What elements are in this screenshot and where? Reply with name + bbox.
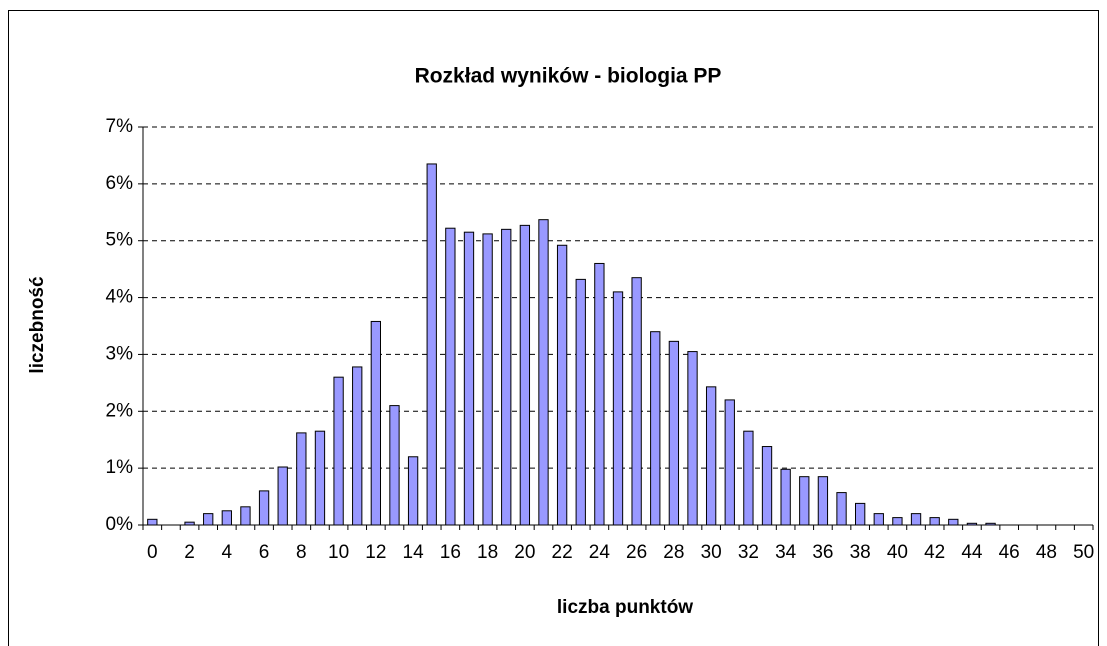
y-tick-label: 2% <box>106 400 134 421</box>
x-tick-label: 20 <box>514 542 535 563</box>
x-axis-label: liczba punktów <box>557 597 693 618</box>
bar <box>370 320 382 526</box>
bar <box>519 224 531 526</box>
bar <box>966 522 978 526</box>
bar <box>556 244 568 526</box>
bar <box>799 476 810 526</box>
bar <box>501 228 512 526</box>
bar <box>221 510 232 526</box>
x-tick-label: 44 <box>961 542 983 563</box>
bar <box>817 476 829 526</box>
bar <box>389 405 400 526</box>
bar <box>333 376 344 526</box>
x-tick-label: 30 <box>701 542 722 563</box>
x-tick-label: 0 <box>147 542 158 563</box>
bar <box>743 430 754 526</box>
bar <box>314 430 326 526</box>
x-tick-label: 14 <box>403 542 425 563</box>
bar <box>426 163 437 526</box>
bar <box>780 468 791 526</box>
bar <box>650 331 661 526</box>
bar <box>855 502 866 526</box>
x-tick-label: 12 <box>365 542 386 563</box>
chart-frame <box>8 10 1099 646</box>
x-tick-label: 50 <box>1073 542 1094 563</box>
y-tick-label: 7% <box>106 116 134 137</box>
bar <box>147 518 158 526</box>
bar <box>687 351 698 526</box>
bar <box>575 278 586 526</box>
bar <box>352 366 363 526</box>
x-tick-label: 22 <box>552 542 573 563</box>
x-tick-label: 18 <box>477 542 498 563</box>
bar <box>668 340 680 526</box>
x-tick-label: 2 <box>184 542 195 563</box>
y-tick-label: 4% <box>106 287 134 308</box>
y-tick-label: 6% <box>106 173 134 194</box>
bar <box>184 521 195 526</box>
bar <box>445 227 456 526</box>
y-tick-label: 0% <box>106 514 134 535</box>
x-tick-label: 40 <box>887 542 908 563</box>
bar <box>258 490 270 526</box>
bar <box>873 513 884 526</box>
bar <box>240 506 251 526</box>
bar <box>836 492 847 526</box>
bar <box>705 386 717 526</box>
x-tick-label: 10 <box>328 542 349 563</box>
y-tick-label: 1% <box>106 457 134 478</box>
bar <box>277 466 288 526</box>
bar <box>407 456 419 526</box>
x-tick-label: 8 <box>296 542 307 563</box>
bar <box>482 233 493 526</box>
x-tick-label: 34 <box>775 542 797 563</box>
x-tick-label: 32 <box>738 542 759 563</box>
chart-title: Rozkład wyników - biologia PP <box>415 65 722 88</box>
x-tick-label: 4 <box>222 542 233 563</box>
x-tick-label: 24 <box>589 542 611 563</box>
bar <box>296 432 307 526</box>
bar <box>538 219 549 526</box>
bar <box>948 518 959 526</box>
y-tick-label: 3% <box>106 343 134 364</box>
bar <box>203 513 214 526</box>
bar <box>463 231 475 526</box>
bar <box>929 517 940 526</box>
bar <box>910 513 922 526</box>
x-tick-label: 26 <box>626 542 647 563</box>
bar <box>892 517 903 526</box>
bar <box>985 522 996 526</box>
x-tick-label: 28 <box>663 542 684 563</box>
x-tick-label: 16 <box>440 542 461 563</box>
x-tick-label: 48 <box>1036 542 1057 563</box>
x-tick-label: 46 <box>999 542 1020 563</box>
bar <box>594 262 605 526</box>
bar <box>724 399 735 526</box>
bar <box>631 277 642 526</box>
bar <box>761 446 773 526</box>
x-tick-label: 38 <box>850 542 871 563</box>
y-tick-label: 5% <box>106 230 134 251</box>
x-tick-label: 42 <box>924 542 945 563</box>
bar <box>612 291 624 526</box>
y-axis-label: liczebność <box>27 276 48 374</box>
x-tick-label: 36 <box>812 542 833 563</box>
x-tick-label: 6 <box>259 542 270 563</box>
